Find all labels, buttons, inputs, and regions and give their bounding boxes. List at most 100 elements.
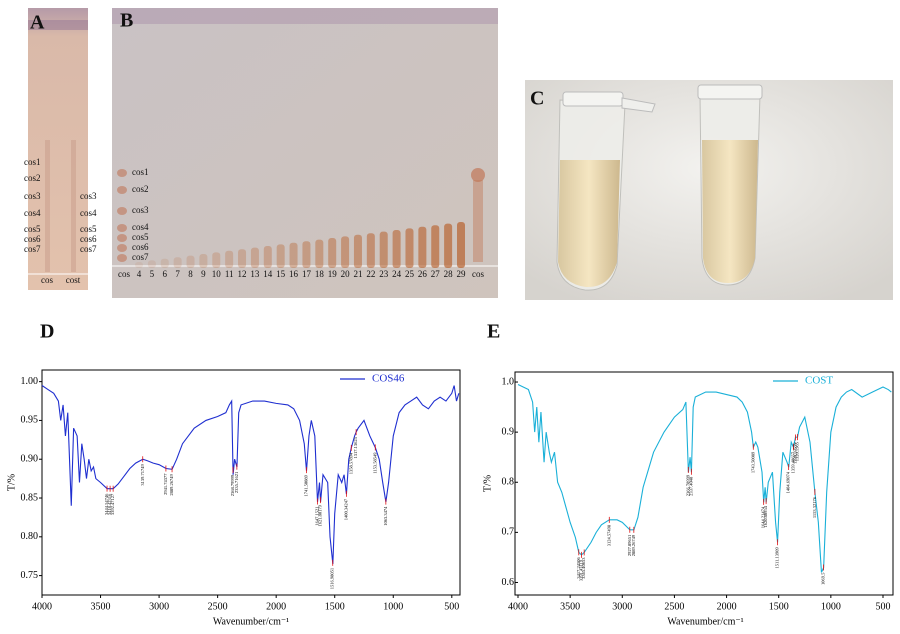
lane-streak (353, 234, 362, 268)
x-tick-label: 2500 (208, 601, 228, 612)
y-tick-label: 0.9 (502, 426, 515, 437)
panel-label: E (487, 321, 500, 343)
spot-label: cos7 (24, 244, 41, 254)
y-tick-label: 0.95 (21, 415, 39, 426)
peak-label: 3392.47127 (110, 493, 115, 515)
x-axis-label: Wavenumber/cm⁻¹ (213, 616, 289, 627)
x-tick-label: 2000 (717, 601, 737, 612)
lane-streak (186, 255, 195, 268)
peak-label: 2889.26749 (631, 534, 636, 556)
spot-label: cos7 (132, 252, 149, 262)
lane-label: cos (41, 275, 53, 285)
y-axis-label: T/% (482, 475, 493, 492)
lane-streak (289, 242, 298, 268)
y-tick-label: 0.6 (502, 577, 515, 588)
spot-label: cos7 (80, 244, 97, 254)
lane-streak (276, 244, 285, 268)
lane-streak (473, 180, 483, 262)
x-tick-label: 1500 (769, 601, 789, 612)
y-tick-label: 0.80 (21, 531, 39, 542)
lane-streak (263, 246, 272, 268)
tube (697, 84, 763, 286)
lane-label: cost (66, 275, 81, 285)
peak-label: 1741.50089 (303, 474, 308, 496)
peak-label: 2335.71621 (234, 472, 239, 493)
peak-label: 1647.1521 (315, 506, 320, 525)
peak-label: 2368.79999 (230, 474, 235, 496)
spot-label: cos4 (132, 222, 149, 232)
y-tick-label: 0.90 (21, 454, 39, 465)
spot (117, 224, 127, 232)
plot-frame (41, 369, 461, 596)
spot (117, 169, 127, 177)
lane-label: 11 (225, 269, 234, 279)
x-tick-label: 2000 (266, 601, 286, 612)
lane-label: 16 (289, 269, 299, 279)
peak-label: 1153.58549 (372, 452, 377, 474)
peak-label: 1069.5 (821, 572, 826, 585)
peak-label: 2889.26749 (169, 474, 174, 496)
spot (117, 207, 127, 215)
peak-label: 1511.13909 (775, 546, 780, 568)
spectrum-line (41, 385, 460, 565)
spot-label: cos1 (24, 157, 41, 167)
lane-label: 19 (328, 269, 338, 279)
x-tick-label: 3000 (149, 601, 169, 612)
lane-label: 15 (276, 269, 286, 279)
spot (117, 234, 127, 242)
spot (117, 244, 127, 252)
lane-label: 25 (405, 269, 415, 279)
y-axis-label: T/% (6, 474, 17, 491)
lane-label: 29 (457, 269, 467, 279)
lane-streak (71, 140, 76, 272)
spot (117, 186, 127, 194)
y-tick-label: 0.7 (502, 527, 515, 538)
solvent-front (112, 8, 498, 24)
lane-streak (444, 223, 453, 268)
spot (471, 168, 485, 182)
spot-label: cos5 (80, 224, 97, 234)
peak-label: 1620.80954 (763, 505, 768, 527)
peak-label: 1153.32176 (812, 496, 817, 518)
spot-label: cos1 (132, 167, 149, 177)
lane-streak (225, 250, 234, 268)
spot (117, 254, 127, 262)
peak-label: 3391.43119 (578, 559, 583, 581)
peak-label: 3124.57498 (606, 524, 611, 546)
lane-label: 4 (137, 269, 142, 279)
peak-label: 1743.50089 (750, 451, 755, 473)
lane-label: 17 (302, 269, 312, 279)
lane-streak (341, 236, 350, 268)
x-tick-label: 500 (444, 601, 459, 612)
x-axis-label: Wavenumber/cm⁻¹ (667, 616, 743, 627)
lane-label: 28 (444, 269, 454, 279)
lane-streak (45, 140, 50, 272)
lane-label: cos (118, 269, 130, 279)
x-tick-label: 2500 (664, 601, 684, 612)
legend-label: COST (805, 375, 833, 387)
lane-streak (392, 230, 401, 268)
panel-label: C (530, 88, 544, 110)
tube (556, 91, 656, 291)
panel-label: A (30, 12, 45, 34)
spot-label: cos3 (132, 205, 149, 215)
spot-label: cos6 (132, 242, 149, 252)
lane-streak (418, 226, 427, 268)
peak-label: 3139.71749 (140, 464, 145, 486)
spot-label: cos6 (80, 234, 97, 244)
peak-label: 1317.13625 (353, 436, 358, 458)
lane-label: 18 (315, 269, 325, 279)
peak-label: 2941.74377 (163, 473, 168, 495)
peak-label: 1621.80179 (317, 504, 322, 526)
y-tick-label: 0.75 (21, 570, 39, 581)
lane-label: 27 (431, 269, 441, 279)
lane-streak (173, 257, 182, 268)
lane-label: 23 (379, 269, 389, 279)
spot-label: cos4 (80, 208, 97, 218)
peak-label: 2337.4048 (688, 476, 693, 496)
lane-label: 26 (418, 269, 428, 279)
peak-label: 3418.42316 (107, 493, 112, 515)
peak-label: 2366.78999 (685, 474, 690, 496)
peak-label: 1320.1565 (794, 441, 799, 461)
